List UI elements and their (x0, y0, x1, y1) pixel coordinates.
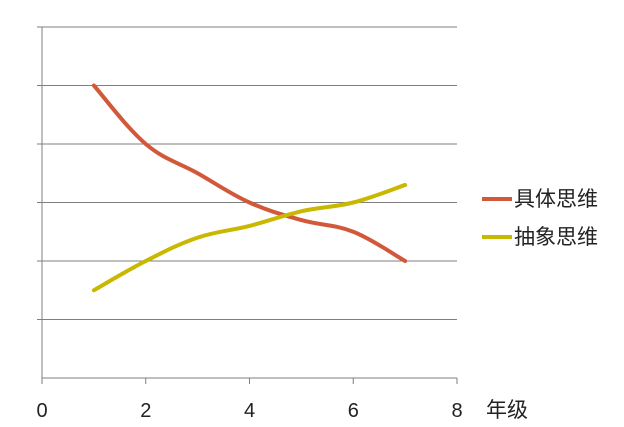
legend-label-1: 抽象思维 (514, 225, 598, 249)
series-line-1 (91, 182, 408, 293)
x-tick-label: 2 (140, 400, 151, 422)
x-tick-labels: 0 2 4 6 8 (36, 400, 462, 422)
series-line-0 (91, 83, 408, 263)
x-axis-title: 年级 (486, 398, 528, 422)
axes (37, 26, 458, 384)
x-tick-label: 4 (244, 400, 255, 422)
x-tick-label: 0 (36, 400, 47, 422)
series-lines (91, 83, 408, 293)
legend-label-0: 具体思维 (514, 187, 598, 211)
x-tick-label: 6 (348, 400, 359, 422)
gridlines (42, 26, 457, 320)
x-tick-label: 8 (451, 400, 462, 422)
